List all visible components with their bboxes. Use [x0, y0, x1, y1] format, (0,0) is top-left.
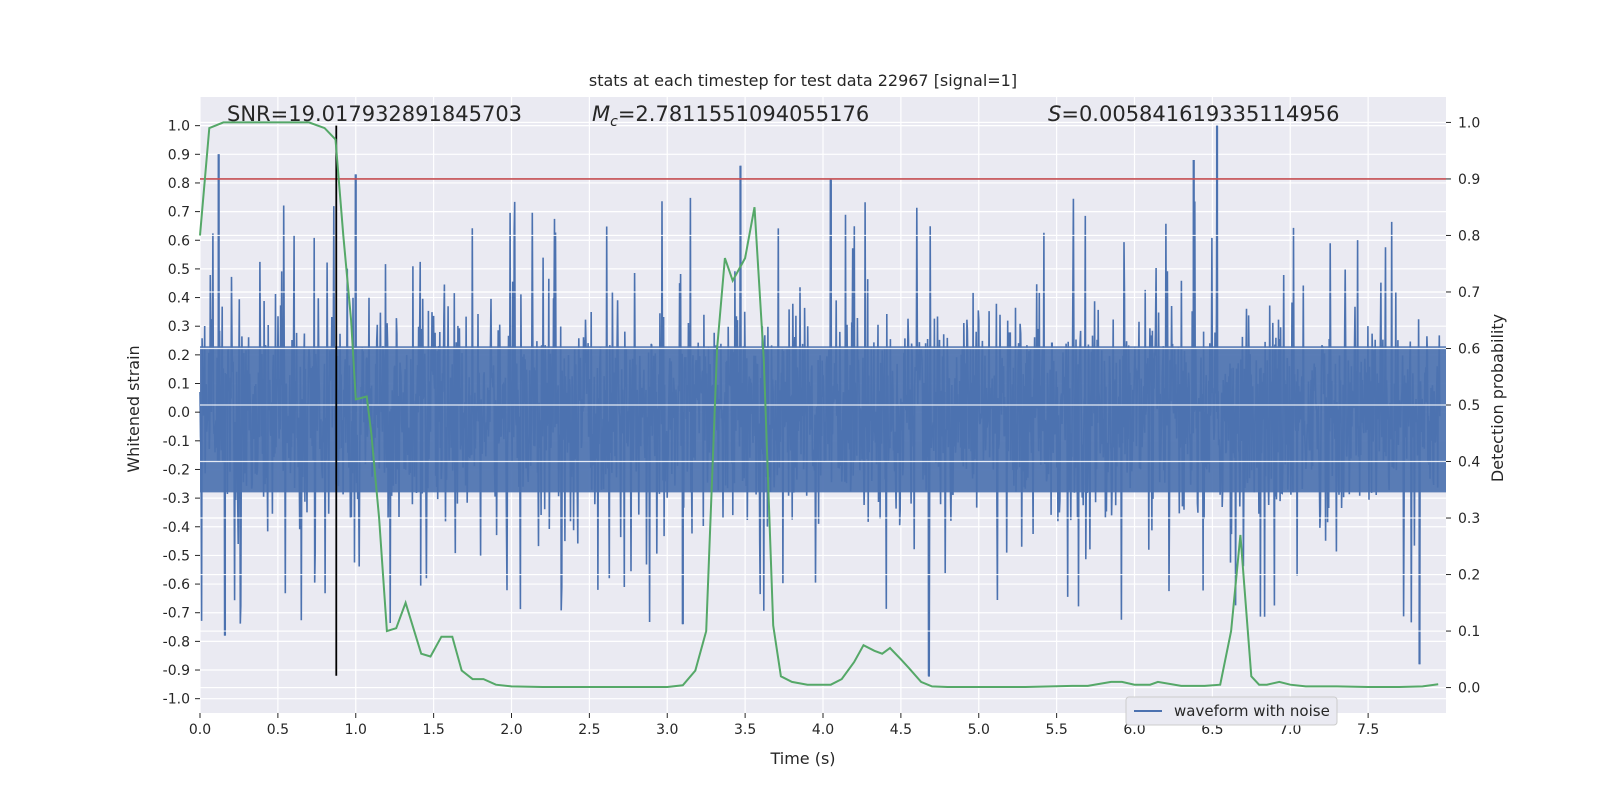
probability-line: [199, 121, 1439, 688]
y-right-tick-label: 1.0: [1458, 115, 1480, 131]
x-tick-label: 5.5: [1045, 722, 1067, 738]
s-symbol: S: [1048, 102, 1061, 126]
x-tick-label: 5.0: [968, 722, 990, 738]
probability-series: [199, 121, 1439, 688]
axes: 0.0 0.5 1.0 1.5 2.0 2.5 3.0 3.5 4.0 4.5 5.0 5.5 6.0 6…: [163, 115, 1481, 738]
waveform-series: [199, 125, 1446, 677]
y-tick-label: -0.4: [163, 520, 190, 536]
x-tick-label: 3.0: [656, 722, 678, 738]
chirp-mass-annotation: Mc=2.7811551094055176: [592, 102, 869, 130]
y-tick-label: -0.7: [163, 606, 190, 622]
y-tick-label: -1.0: [163, 692, 190, 708]
x-tick-label: 2.5: [578, 722, 600, 738]
snr-annotation: SNR=19.017932891845703: [227, 102, 522, 126]
y-right-tick-label: 0.7: [1458, 285, 1480, 301]
y-tick-label: -0.6: [163, 577, 190, 593]
y-right-tick-label: 0.6: [1458, 341, 1480, 357]
y-tick-label: 0.7: [168, 205, 190, 221]
y-right-tick-label: 0.4: [1458, 455, 1480, 471]
overlay-layer: [200, 121, 1446, 689]
y-tick-label: 0.8: [168, 176, 190, 192]
y-right-tick-label: 0.0: [1458, 681, 1480, 697]
chirp-mass-subscript: c: [610, 114, 618, 130]
chirp-mass-value: =2.7811551094055176: [618, 102, 869, 126]
s-annotation: S=0.005841619335114956: [1048, 102, 1339, 126]
y-tick-label: 1.0: [168, 119, 190, 135]
y-tick-label: 0.0: [168, 405, 190, 421]
y-tick-label: 0.6: [168, 233, 190, 249]
y-tick-label: 0.4: [168, 291, 190, 307]
x-tick-label: 1.5: [422, 722, 444, 738]
y-axis-right-label: Detection probability: [1488, 314, 1507, 482]
y-tick-label: -0.5: [163, 548, 190, 564]
y-tick-label: 0.5: [168, 262, 190, 278]
chart-title: stats at each timestep for test data 229…: [589, 71, 1017, 90]
y-tick-label: -0.9: [163, 663, 190, 679]
x-tick-label: 0.5: [267, 722, 289, 738]
y-right-tick-label: 0.8: [1458, 228, 1480, 244]
y-right-tick-label: 0.2: [1458, 568, 1480, 584]
x-tick-label: 1.0: [345, 722, 367, 738]
y-tick-label: -0.3: [163, 491, 190, 507]
y-right-tick-label: 0.5: [1458, 398, 1480, 414]
x-tick-label: 0.0: [189, 722, 211, 738]
y-tick-label: 0.2: [168, 348, 190, 364]
x-tick-label: 2.0: [500, 722, 522, 738]
y-right-tick-label: 0.9: [1458, 172, 1480, 188]
x-tick-label: 7.5: [1357, 722, 1379, 738]
y-tick-label: 0.1: [168, 377, 190, 393]
y-tick-label: -0.2: [163, 462, 190, 478]
y-tick-label: 0.9: [168, 147, 190, 163]
waveform-dense-band: [200, 346, 1446, 493]
x-tick-label: 6.0: [1123, 722, 1145, 738]
x-tick-label: 7.0: [1279, 722, 1301, 738]
x-tick-label: 6.5: [1201, 722, 1223, 738]
y-tick-label: -0.1: [163, 434, 190, 450]
x-tick-label: 3.5: [734, 722, 756, 738]
y-right-tick-label: 0.1: [1458, 624, 1480, 640]
s-value: =0.005841619335114956: [1061, 102, 1339, 126]
legend: waveform with noise: [1125, 696, 1338, 726]
legend-box: [1125, 696, 1338, 726]
chirp-mass-symbol: M: [592, 102, 610, 126]
legend-entry-waveform: waveform with noise: [1174, 702, 1330, 720]
x-tick-label: 4.0: [812, 722, 834, 738]
y-tick-label: -0.8: [163, 634, 190, 650]
y-tick-label: 0.3: [168, 319, 190, 335]
y-axis-label: Whitened strain: [124, 345, 143, 472]
x-axis-label: Time (s): [769, 749, 835, 768]
y-right-tick-label: 0.3: [1458, 511, 1480, 527]
x-tick-label: 4.5: [890, 722, 912, 738]
